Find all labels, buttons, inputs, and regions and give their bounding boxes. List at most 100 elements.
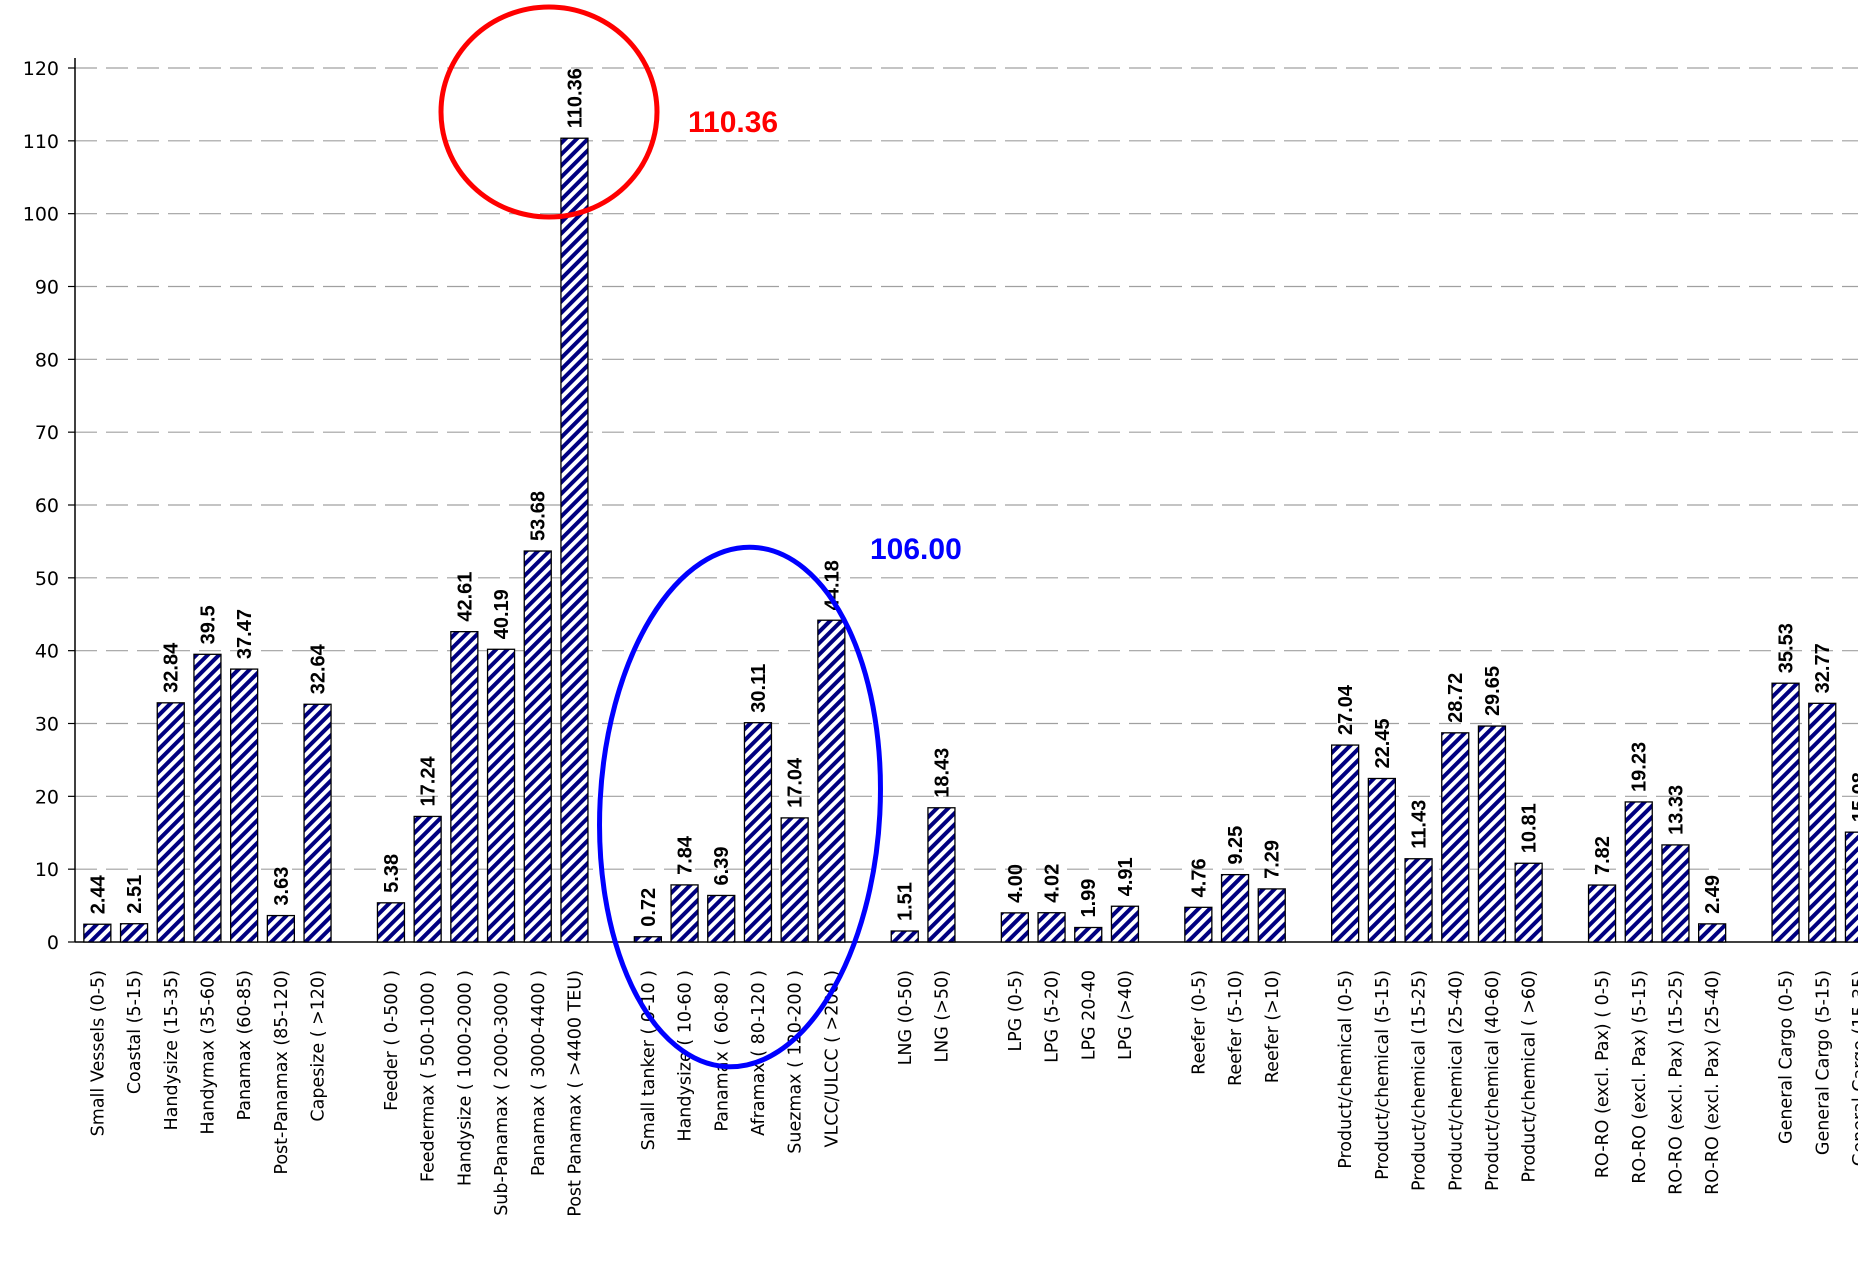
bar — [1514, 862, 1543, 943]
bar — [670, 884, 699, 943]
data-label: 4.76 — [1188, 858, 1210, 897]
data-label: 2.51 — [124, 875, 146, 914]
data-label: 4.91 — [1115, 857, 1137, 896]
y-tick-label: 60 — [35, 495, 59, 517]
bar — [376, 902, 406, 943]
bar — [523, 550, 552, 943]
category-label: Reefer (5-10) — [1226, 970, 1246, 1086]
bar — [1477, 725, 1507, 943]
data-label: 7.29 — [1262, 840, 1284, 879]
y-tick-label: 70 — [35, 422, 59, 444]
data-label: 27.04 — [1335, 684, 1357, 735]
category-label: Panamax ( 3000-4400 ) — [529, 970, 549, 1176]
y-tick-label: 100 — [23, 204, 59, 226]
y-tick-label: 110 — [23, 131, 59, 153]
bar — [156, 702, 185, 943]
data-label: 35.53 — [1776, 623, 1798, 673]
category-label: Suezmax ( 120-200 ) — [786, 970, 806, 1154]
category-label: LNG (0-50) — [896, 970, 916, 1065]
data-label: 5.38 — [381, 854, 403, 893]
bar — [1367, 777, 1396, 943]
category-label: Panamax (60-85) — [235, 970, 255, 1121]
bar — [1220, 873, 1250, 943]
bar — [1587, 884, 1617, 943]
category-label: LPG 20-40 — [1079, 970, 1099, 1060]
data-label: 30.11 — [748, 664, 770, 713]
data-label: 2.44 — [87, 874, 109, 914]
bar — [193, 653, 222, 943]
category-label: Handysize (15-35) — [162, 970, 182, 1130]
bars — [83, 137, 1858, 943]
category-label: RO-RO (excl. Pax) (25-40) — [1703, 970, 1723, 1195]
y-tick-label: 120 — [23, 58, 59, 80]
bar — [266, 914, 296, 943]
data-label: 39.5 — [197, 605, 219, 644]
bar — [1331, 744, 1360, 943]
bar — [1110, 905, 1140, 943]
data-label: 15.08 — [1849, 772, 1858, 822]
category-label: Panamax ( 60-80 ) — [712, 970, 732, 1132]
data-label: 28.72 — [1445, 673, 1467, 723]
data-label: 18.43 — [931, 748, 953, 798]
data-label: 17.04 — [785, 757, 807, 808]
data-label: 53.68 — [528, 491, 550, 541]
data-label: 44.18 — [821, 560, 843, 610]
data-label: 42.61 — [454, 572, 476, 622]
category-label: Handymax (35-60) — [198, 970, 218, 1135]
category-label: Small tanker ( 0-10 ) — [639, 970, 659, 1150]
data-label: 10.81 — [1519, 803, 1541, 853]
bar — [486, 648, 516, 943]
category-label: Feedermax ( 500-1000 ) — [419, 970, 439, 1182]
bar — [1037, 912, 1066, 943]
data-label: 4.02 — [1042, 864, 1064, 903]
bar — [817, 619, 846, 943]
category-label: LPG (5-20) — [1043, 970, 1063, 1063]
y-tick-label: 50 — [35, 568, 59, 590]
y-tick-label: 30 — [35, 714, 59, 736]
y-tick-label: 0 — [47, 932, 59, 954]
annotations: 110.36 106.00 — [438, 4, 962, 1070]
category-label: Small Vessels (0-5) — [88, 970, 108, 1136]
data-label: 29.65 — [1482, 666, 1504, 716]
data-label: 1.51 — [895, 882, 917, 921]
category-label: LPG (>40) — [1116, 970, 1136, 1060]
bar — [1771, 682, 1800, 943]
category-label: Handysize ( 1000-2000 ) — [455, 970, 475, 1186]
y-tick-label: 40 — [35, 641, 59, 663]
data-label: 37.47 — [234, 609, 256, 659]
category-label: Product/chemical (15-25) — [1410, 970, 1430, 1191]
category-label: LNG (>50) — [932, 970, 952, 1063]
data-label: 0.72 — [638, 888, 660, 927]
bar — [927, 807, 956, 943]
category-label: Feeder ( 0-500 ) — [382, 970, 402, 1111]
bar — [707, 894, 736, 943]
data-label: 7.84 — [675, 835, 697, 875]
gridlines — [75, 67, 1858, 870]
bar — [1808, 702, 1837, 943]
data-label: 32.84 — [161, 642, 183, 693]
data-label: 3.63 — [271, 867, 293, 906]
category-label: Sub-Panamax ( 2000-3000 ) — [492, 970, 512, 1216]
bar — [1184, 906, 1213, 943]
data-label: 7.82 — [1592, 836, 1614, 875]
data-label: 4.00 — [1005, 864, 1027, 903]
bar — [1624, 801, 1653, 943]
category-label: Post Panamax ( >4400 TEU) — [565, 970, 585, 1217]
y-tick-label: 90 — [35, 277, 59, 299]
y-tick-label: 80 — [35, 349, 59, 371]
bar — [229, 668, 259, 943]
y-tick-label: 10 — [35, 859, 59, 881]
category-label: Post-Panamax (85-120) — [272, 970, 292, 1175]
category-label: RO-RO (excl. Pax) ( 0-5) — [1593, 970, 1613, 1178]
bar — [303, 703, 332, 943]
bar — [1441, 732, 1470, 943]
category-label: General Cargo (15-35) — [1850, 970, 1858, 1166]
category-label: Handysize ( 10-60 ) — [676, 970, 696, 1142]
bar — [450, 631, 479, 943]
highlight-ellipse-blue — [597, 544, 883, 1070]
category-label: Product/chemical (40-60) — [1483, 970, 1503, 1191]
data-label: 32.77 — [1812, 643, 1834, 693]
bar — [119, 923, 149, 943]
data-label: 40.19 — [491, 589, 513, 639]
